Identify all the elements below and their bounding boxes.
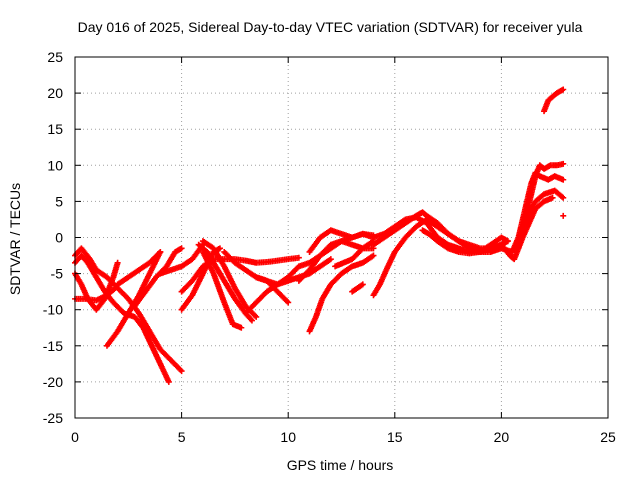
x-tick-label: 5 (178, 429, 186, 445)
x-axis-label: GPS time / hours (287, 457, 394, 473)
data-point (285, 299, 292, 306)
data-point (560, 194, 567, 201)
series-arc-13 (199, 248, 245, 331)
series-arc-20 (332, 238, 377, 270)
y-tick-label: 0 (55, 230, 63, 246)
x-tick-label: 0 (71, 429, 79, 445)
series-arc-27 (509, 169, 567, 255)
series-arc-25 (419, 227, 505, 257)
x-tick-label: 10 (280, 429, 296, 445)
y-tick-label: -10 (43, 302, 63, 318)
data-point (560, 176, 567, 183)
chart-title: Day 016 of 2025, Sidereal Day-to-day VTE… (78, 19, 583, 35)
data-point (112, 285, 119, 292)
data-point (295, 254, 302, 261)
data-point (178, 245, 185, 252)
data-point (178, 368, 185, 375)
grid (75, 57, 608, 418)
data-point (216, 245, 223, 252)
x-tick-label: 20 (494, 429, 510, 445)
axis-ticks: 0 5 10 15 20 25 -25 -20 -15 -10 -5 0 5 10 15 20 25 (43, 49, 616, 445)
series-arc-21 (349, 281, 366, 295)
y-tick-label: -5 (51, 266, 64, 282)
y-tick-label: -15 (43, 338, 63, 354)
data-point (549, 194, 556, 201)
series-arc-30 (541, 86, 567, 115)
data-point (114, 259, 121, 266)
y-tick-label: -25 (43, 410, 63, 426)
series-arc-29 (515, 194, 556, 252)
series-arc-06 (114, 248, 164, 288)
x-tick-label: 25 (600, 429, 616, 445)
data-point (157, 248, 164, 255)
data-point (504, 238, 511, 245)
data-points (72, 86, 567, 385)
series-arc-16 (253, 274, 292, 306)
y-tick-label: -20 (43, 374, 63, 390)
data-point (359, 281, 366, 288)
y-axis-label: SDTVAR / TECUs (7, 183, 23, 295)
data-point (253, 313, 260, 320)
y-tick-label: 10 (47, 157, 63, 173)
series-arc-01 (72, 252, 172, 385)
data-point (165, 378, 172, 385)
series-arc-04 (72, 259, 121, 313)
series-arc-31 (560, 212, 567, 219)
data-point (370, 252, 377, 259)
data-point (560, 160, 567, 167)
data-point (560, 86, 567, 93)
y-tick-label: 20 (47, 85, 63, 101)
plot-frame (74, 56, 609, 419)
data-point (560, 212, 567, 219)
series-arc-19 (306, 252, 377, 335)
series-arc-18 (306, 227, 377, 255)
y-tick-label: 15 (47, 121, 63, 137)
series-arc-08 (157, 241, 206, 277)
data-point (238, 324, 245, 331)
series-arc-12 (199, 238, 260, 320)
y-tick-label: 5 (55, 193, 63, 209)
y-tick-label: 25 (47, 49, 63, 65)
series-arc-11 (195, 241, 255, 324)
data-point (327, 256, 334, 263)
series-arc-10 (178, 254, 302, 295)
data-point (248, 317, 255, 324)
x-tick-label: 15 (387, 429, 403, 445)
